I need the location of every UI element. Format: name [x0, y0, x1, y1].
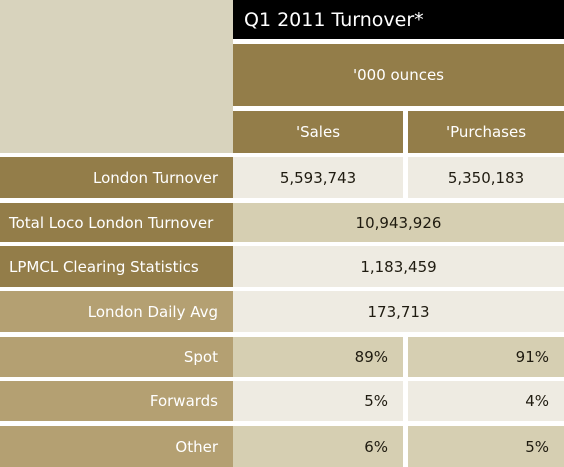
other-sales: 6%	[233, 426, 403, 467]
corner-block	[0, 0, 233, 153]
spot-purchases: 91%	[408, 337, 564, 377]
column-header-purchases: 'Purchases	[408, 111, 564, 153]
table-title: Q1 2011 Turnover*	[233, 0, 564, 39]
forwards-purchases: 4%	[408, 381, 564, 421]
column-header-sales: 'Sales	[233, 111, 403, 153]
london-turnover-sales: 5,593,743	[233, 157, 403, 198]
row-label-london-turnover: London Turnover	[0, 157, 233, 198]
row-label-other: Other	[0, 426, 233, 467]
daily-avg-value: 173,713	[233, 291, 564, 332]
london-turnover-purchases: 5,350,183	[408, 157, 564, 198]
other-purchases: 5%	[408, 426, 564, 467]
forwards-sales: 5%	[233, 381, 403, 421]
lpmcl-value: 1,183,459	[233, 246, 564, 287]
row-label-spot: Spot	[0, 337, 233, 377]
row-label-total-loco: Total Loco London Turnover	[0, 203, 233, 242]
row-label-lpmcl: LPMCL Clearing Statistics	[0, 246, 233, 287]
units-header: '000 ounces	[233, 44, 564, 106]
spot-sales: 89%	[233, 337, 403, 377]
total-loco-value: 10,943,926	[233, 203, 564, 242]
row-label-daily-avg: London Daily Avg	[0, 291, 233, 332]
row-label-forwards: Forwards	[0, 381, 233, 421]
